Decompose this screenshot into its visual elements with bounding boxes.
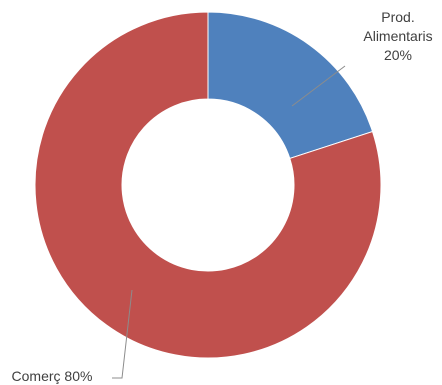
slice-prod-alimentaris — [207, 11, 374, 160]
data-label-prod-alimentaris-line-1: Prod. — [381, 9, 414, 25]
data-label-comer: Comerç 80% — [12, 368, 93, 384]
data-label-prod-alimentaris-line-3: 20% — [384, 47, 412, 63]
leader-line-prod-alimentaris — [291, 65, 346, 107]
slice-comer — [34, 11, 382, 359]
data-label-prod-alimentaris-line-2: Alimentaris — [363, 28, 432, 44]
leader-line-comer — [112, 289, 133, 379]
